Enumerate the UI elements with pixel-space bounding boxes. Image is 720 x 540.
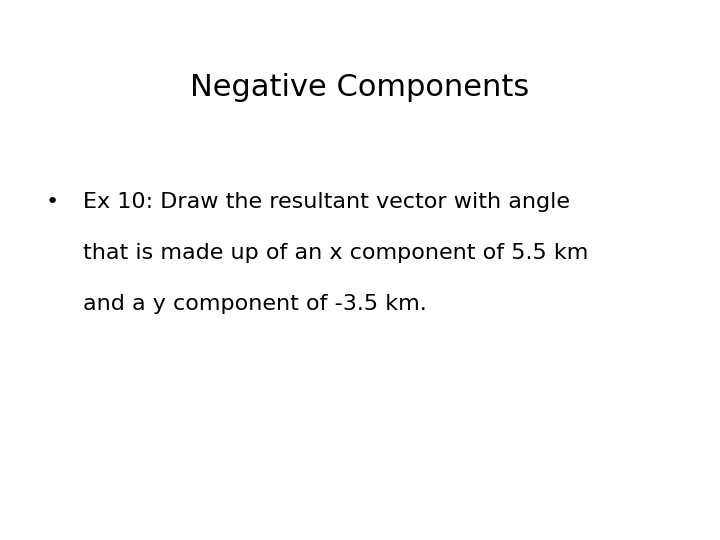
- Text: Negative Components: Negative Components: [190, 73, 530, 102]
- Text: that is made up of an x component of 5.5 km: that is made up of an x component of 5.5…: [83, 243, 588, 263]
- Text: •: •: [45, 192, 58, 212]
- Text: Ex 10: Draw the resultant vector with angle: Ex 10: Draw the resultant vector with an…: [83, 192, 570, 212]
- Text: and a y component of -3.5 km.: and a y component of -3.5 km.: [83, 294, 426, 314]
